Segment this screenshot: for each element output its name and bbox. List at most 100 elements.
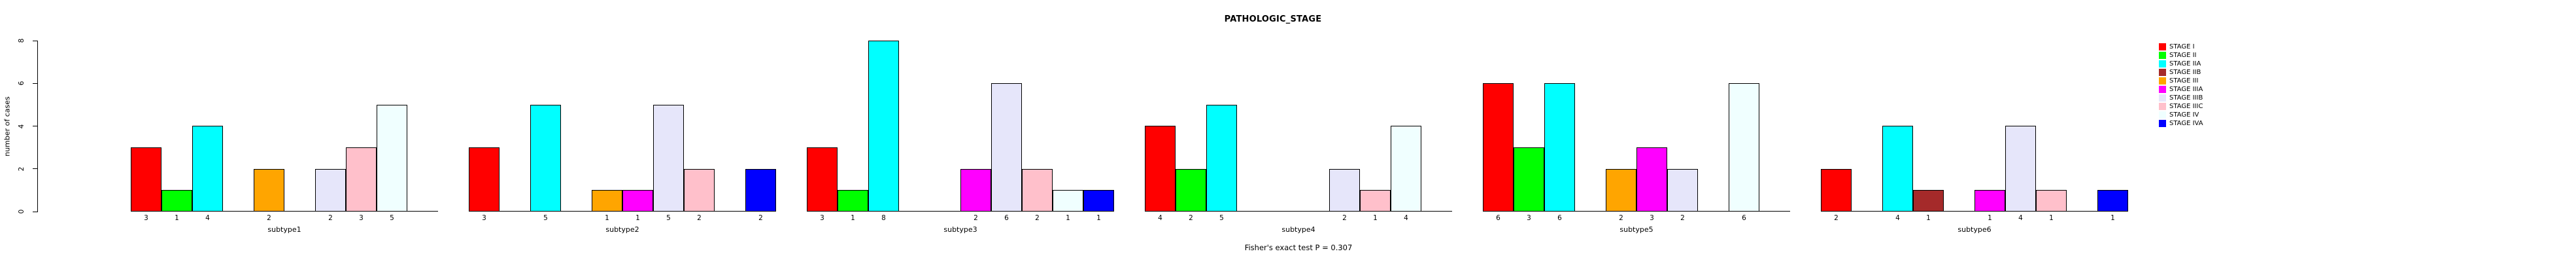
bar	[2036, 190, 2067, 212]
bar	[960, 169, 991, 212]
bar-value-label: 3	[1527, 214, 1531, 222]
x-axis-baseline	[131, 211, 438, 212]
bar	[131, 147, 161, 212]
bar	[1483, 83, 1514, 212]
group-label: subtype1	[267, 225, 301, 234]
bar-value-label: 5	[1219, 214, 1224, 222]
bar	[1544, 83, 1575, 212]
bar	[745, 169, 776, 212]
bar-value-label: 5	[390, 214, 394, 222]
bar	[2097, 190, 2128, 212]
bar-value-label: 4	[1158, 214, 1162, 222]
bar-value-label: 1	[851, 214, 855, 222]
y-tick	[33, 168, 38, 170]
bar	[530, 105, 561, 212]
bar	[622, 190, 653, 212]
bar	[653, 105, 684, 212]
bar	[315, 169, 346, 212]
group-label: subtype3	[943, 225, 977, 234]
legend-label: STAGE II	[2169, 52, 2197, 59]
legend-swatch	[2159, 60, 2166, 67]
y-axis-label: number of cases	[3, 96, 12, 157]
bar-value-label: 6	[1557, 214, 1562, 222]
legend-swatch	[2159, 69, 2166, 76]
legend-label: STAGE IIIB	[2169, 94, 2203, 102]
x-axis-baseline	[1145, 211, 1452, 212]
bar-value-label: 1	[1373, 214, 1378, 222]
bar	[1391, 126, 1421, 212]
bar-value-label: 1	[1988, 214, 1992, 222]
legend-swatch	[2159, 52, 2166, 59]
legend-label: STAGE IIIC	[2169, 103, 2203, 110]
bar-value-label: 3	[482, 214, 486, 222]
bar-value-label: 2	[328, 214, 333, 222]
group-label: subtype2	[605, 225, 639, 234]
bar-value-label: 2	[1834, 214, 1839, 222]
bar	[1022, 169, 1053, 212]
legend-swatch	[2159, 86, 2166, 93]
legend-label: STAGE I	[2169, 43, 2195, 50]
bar-value-label: 1	[636, 214, 640, 222]
group-label: subtype4	[1281, 225, 1315, 234]
bar	[1913, 190, 1944, 212]
legend-label: STAGE IV	[2169, 111, 2199, 119]
bar-value-label: 5	[543, 214, 548, 222]
fisher-test-annotation: Fisher's exact test P = 0.307	[1244, 243, 1353, 252]
bar	[807, 147, 838, 212]
bar-value-label: 2	[1035, 214, 1040, 222]
bar	[991, 83, 1022, 212]
y-tick-label: 2	[18, 166, 25, 172]
bar-value-label: 5	[666, 214, 671, 222]
bar	[1606, 169, 1636, 212]
bar	[1974, 190, 2005, 212]
bar	[1514, 147, 1544, 212]
bar	[592, 190, 622, 212]
bar-value-label: 2	[1342, 214, 1347, 222]
bar	[868, 41, 899, 212]
bar-value-label: 3	[1650, 214, 1654, 222]
chart-title: PATHOLOGIC_STAGE	[1224, 14, 1322, 24]
legend-swatch	[2159, 111, 2166, 119]
bar	[1145, 126, 1176, 212]
bar	[1176, 169, 1206, 212]
bar-value-label: 4	[205, 214, 210, 222]
bar-value-label: 2	[1619, 214, 1623, 222]
bar	[192, 126, 223, 212]
y-tick-label: 8	[18, 38, 25, 43]
bar	[1821, 169, 1852, 212]
bar-value-label: 4	[2018, 214, 2023, 222]
legend-swatch	[2159, 94, 2166, 102]
bar	[1636, 147, 1667, 212]
legend-label: STAGE IIB	[2169, 69, 2201, 76]
y-tick	[33, 83, 38, 84]
bar-value-label: 6	[1004, 214, 1009, 222]
legend-swatch	[2159, 43, 2166, 50]
bar-value-label: 4	[1404, 214, 1408, 222]
group-label: subtype6	[1957, 225, 1991, 234]
bar-value-label: 2	[1680, 214, 1685, 222]
bar	[346, 147, 377, 212]
bar	[1729, 83, 1759, 212]
legend-swatch	[2159, 77, 2166, 84]
y-tick-label: 0	[18, 209, 25, 214]
bar-value-label: 1	[2110, 214, 2115, 222]
bar	[1206, 105, 1237, 212]
bar-value-label: 1	[2049, 214, 2054, 222]
bar-value-label: 6	[1496, 214, 1500, 222]
bar-value-label: 3	[144, 214, 148, 222]
bar-value-label: 6	[1742, 214, 1746, 222]
bar	[1360, 190, 1391, 212]
bar-value-label: 3	[820, 214, 824, 222]
bar	[684, 169, 715, 212]
y-tick-label: 6	[18, 81, 25, 86]
bar	[2005, 126, 2036, 212]
bar-value-label: 3	[359, 214, 364, 222]
bar	[1882, 126, 1913, 212]
legend-label: STAGE IVA	[2169, 120, 2203, 127]
bar	[1329, 169, 1360, 212]
bar	[1083, 190, 1114, 212]
bar-value-label: 2	[1189, 214, 1193, 222]
legend-swatch	[2159, 103, 2166, 110]
bar	[254, 169, 284, 212]
legend-label: STAGE IIA	[2169, 60, 2201, 67]
